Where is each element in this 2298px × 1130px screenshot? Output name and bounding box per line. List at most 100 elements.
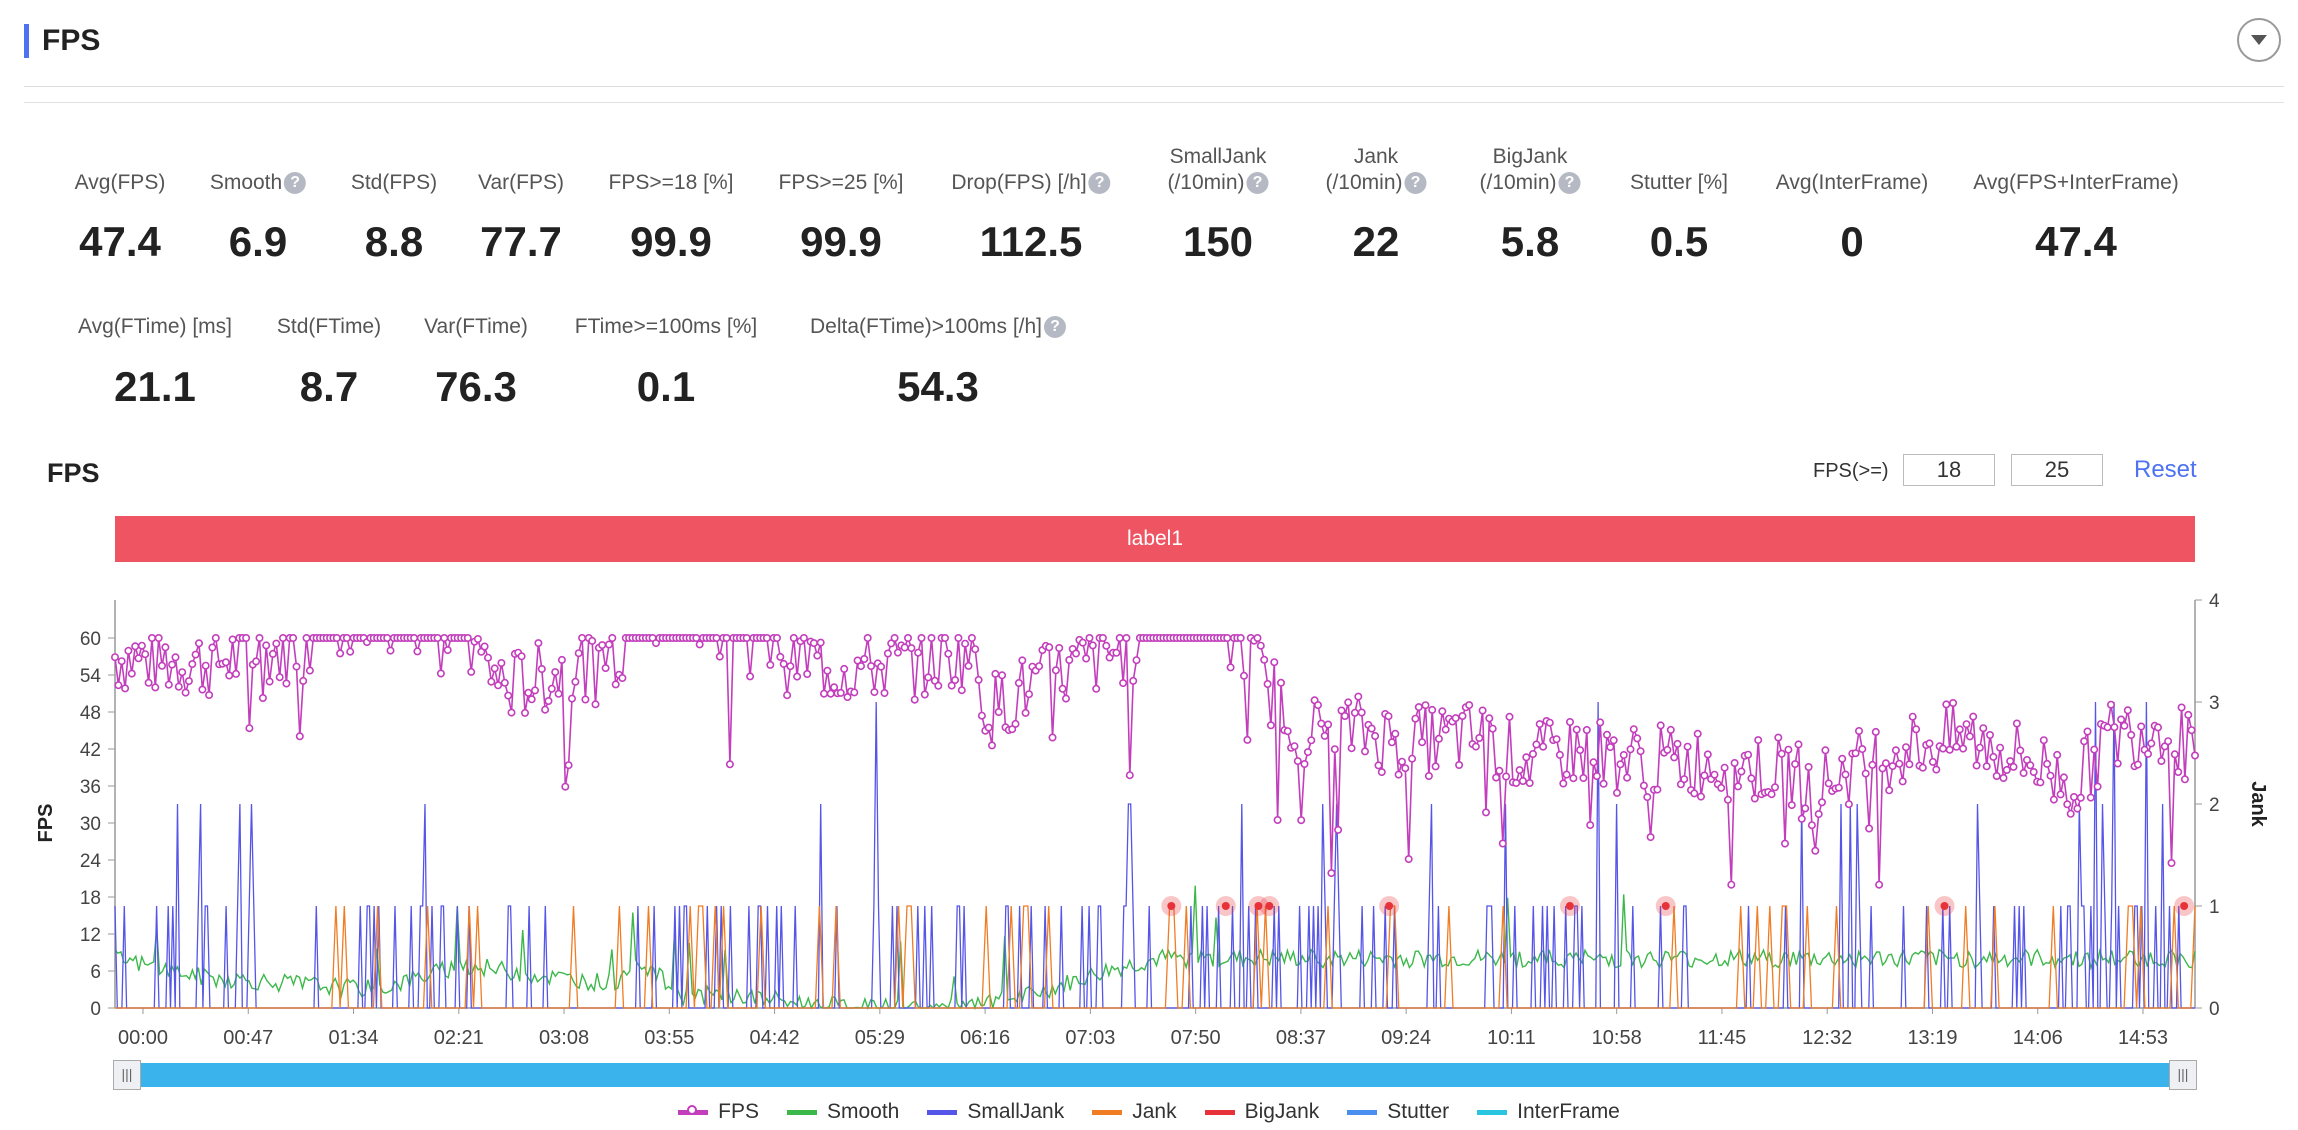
legend-item[interactable]: SmallJank (927, 1100, 1064, 1124)
fps-threshold-label: FPS(>=) (1813, 460, 1889, 482)
fps-point (2113, 759, 2122, 768)
bigjank-point (1565, 902, 1574, 910)
metric-label: BigJank (/10min)? (1479, 144, 1581, 196)
fps-point (1680, 775, 1689, 784)
bigjank-point (1385, 902, 1394, 910)
legend-item[interactable]: Smooth (786, 1100, 899, 1124)
fps-point (1505, 712, 1514, 721)
fps-point (1895, 759, 1904, 768)
x-tick-label: 11:45 (1698, 1027, 1747, 1049)
y-tick-label: 6 (90, 962, 101, 983)
fps-point (1844, 800, 1853, 809)
fps-point (971, 645, 980, 654)
fps-point (1404, 855, 1413, 864)
help-icon[interactable]: ? (1246, 172, 1269, 195)
fps-point (742, 633, 751, 642)
y2-tick-label: 1 (2209, 897, 2220, 918)
fps-point (2154, 723, 2163, 732)
fps-point (1434, 734, 1443, 743)
slider-left-handle[interactable]: ||| (113, 1060, 141, 1090)
time-range-slider[interactable]: ||| ||| (113, 1060, 2197, 1090)
metric: Avg(FPS) 47.4 (75, 170, 166, 265)
metric-value: 8.8 (364, 218, 424, 265)
help-icon[interactable]: ? (1404, 172, 1427, 195)
fps-point (1344, 698, 1353, 707)
fps-point (1996, 743, 2005, 752)
fps-point (1656, 721, 1665, 730)
fps-point (2036, 778, 2045, 787)
fps-point (927, 633, 936, 642)
fps-point (860, 654, 869, 663)
fps-point (783, 691, 792, 700)
collapse-toggle-button[interactable] (2237, 18, 2281, 62)
metric-value: 99.9 (800, 218, 882, 265)
fps-point (134, 654, 143, 663)
fps-point (1011, 719, 1020, 728)
metric: Var(FTime) 76.3 (424, 314, 528, 410)
fps-point (1391, 729, 1400, 738)
fps-point (154, 633, 163, 642)
fps-threshold-input-1[interactable] (1903, 454, 1995, 486)
fps-point (1082, 654, 1091, 663)
fps-point (480, 642, 489, 651)
metric-value: 8.7 (299, 363, 359, 410)
help-icon[interactable]: ? (1558, 172, 1581, 195)
fps-point (2070, 792, 2079, 801)
fps-point (1710, 770, 1719, 779)
help-icon[interactable]: ? (284, 172, 307, 195)
fps-point (1572, 725, 1581, 734)
fps-point (1297, 816, 1306, 825)
fps-point (1428, 705, 1437, 714)
legend-item[interactable]: BigJank (1204, 1100, 1319, 1124)
legend-item[interactable]: InterFrame (1477, 1100, 1620, 1124)
fps-point (1868, 760, 1877, 769)
help-icon[interactable]: ? (1044, 316, 1067, 339)
fps-point (141, 650, 150, 659)
fps-point (2046, 771, 2055, 780)
fps-point (2167, 858, 2176, 867)
slider-right-handle[interactable]: ||| (2169, 1060, 2197, 1090)
help-icon[interactable]: ? (1088, 172, 1111, 195)
fps-point (2002, 765, 2011, 774)
metric: Stutter [%] 0.5 (1630, 170, 1728, 265)
metric-value: 21.1 (114, 363, 196, 410)
fps-point (1592, 772, 1601, 781)
fps-point (2026, 761, 2035, 770)
fps-point (410, 633, 419, 642)
fps-point (1898, 777, 1907, 786)
fps-point (2066, 809, 2075, 818)
fps-threshold-input-2[interactable] (2011, 454, 2103, 486)
label-bar[interactable]: label1 (115, 516, 2195, 562)
fps-point (1965, 732, 1974, 741)
metric-value: 5.8 (1500, 218, 1560, 265)
fps-point (111, 653, 120, 662)
fps-point (954, 633, 963, 642)
y2-tick-label: 0 (2209, 999, 2220, 1020)
fps-point (1522, 753, 1531, 762)
fps-point (1858, 745, 1867, 754)
fps-point (2103, 723, 2112, 732)
legend-item[interactable]: FPS (678, 1100, 759, 1124)
fps-point (917, 633, 926, 642)
fps-point (541, 705, 550, 714)
fps-point (1945, 745, 1954, 754)
fps-point (1014, 678, 1023, 687)
fps-point (1424, 771, 1433, 780)
fps-point (1377, 768, 1386, 777)
fps-point (1727, 880, 1736, 889)
legend-item[interactable]: Stutter (1347, 1100, 1449, 1124)
bigjank-point (1940, 902, 1949, 910)
fps-point (910, 695, 919, 704)
fps-point (2117, 715, 2126, 724)
metric-value: 54.3 (897, 363, 979, 410)
legend-item[interactable]: Jank (1092, 1100, 1177, 1124)
legend-swatch (786, 1110, 817, 1116)
fps-point (944, 649, 953, 658)
fps-point (1787, 801, 1796, 810)
fps-point (295, 732, 304, 741)
fps-point (1253, 633, 1262, 642)
reset-link[interactable]: Reset (2134, 456, 2197, 483)
fps-point (2147, 739, 2156, 748)
fps-point (1223, 633, 1232, 642)
fps-point (890, 633, 899, 642)
